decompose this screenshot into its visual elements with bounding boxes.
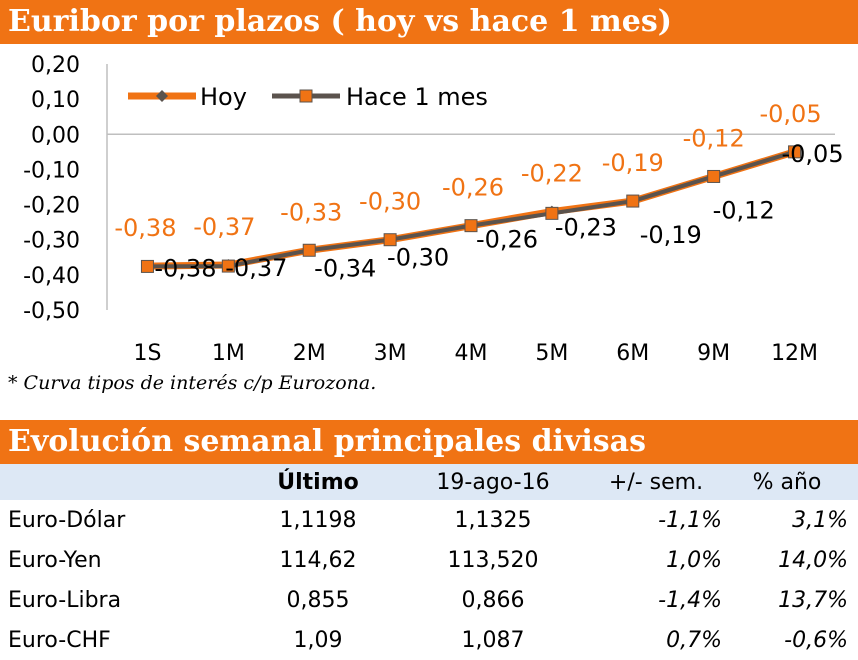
fx-last: 1,1198 <box>279 507 357 533</box>
fx-week-change: -1,4% <box>658 587 722 613</box>
series-line-hace-1-mes <box>147 149 796 269</box>
fx-prev: 113,520 <box>447 547 539 573</box>
y-tick-label: 0,10 <box>31 88 80 113</box>
fx-header-cell <box>0 464 240 500</box>
data-label-hoy: -0,12 <box>683 124 745 152</box>
fx-title: Evolución semanal principales divisas <box>0 420 858 464</box>
fx-ytd-change: 13,7% <box>778 587 848 613</box>
fx-prev: 1,087 <box>461 627 525 653</box>
x-tick-label: 1S <box>133 341 161 366</box>
fx-pair: Euro-Yen <box>8 547 102 573</box>
data-label-hace-1-mes: -0,34 <box>314 254 376 282</box>
legend-marker-hace-1-mes <box>299 89 313 103</box>
footnote: * Curva tipos de interés c/p Eurozona. <box>8 372 377 394</box>
fx-ytd-change: 3,1% <box>792 507 848 533</box>
fx-last: 0,855 <box>286 587 350 613</box>
y-tick-label: -0,40 <box>23 264 80 289</box>
marker-hace-1-mes <box>464 219 478 233</box>
data-label-hoy: -0,33 <box>280 198 342 226</box>
x-tick-label: 12M <box>771 341 818 366</box>
data-label-hace-1-mes: -0,23 <box>555 213 617 241</box>
table-row: Euro-CHF 1,09 1,087 0,7% -0,6% <box>0 620 858 660</box>
chart-title: Euribor por plazos ( hoy vs hace 1 mes) <box>0 0 858 44</box>
marker-hace-1-mes <box>545 206 559 220</box>
fx-pair: Euro-CHF <box>8 627 111 653</box>
data-label-hoy: -0,26 <box>442 174 504 202</box>
marker-hace-1-mes <box>707 169 721 183</box>
data-label-hace-1-mes: -0,37 <box>225 254 287 282</box>
fx-week-change: 0,7% <box>666 627 722 653</box>
y-tick-label: -0,30 <box>23 229 80 254</box>
data-label-hoy: -0,19 <box>602 149 664 177</box>
table-row: Euro-Libra 0,855 0,866 -1,4% 13,7% <box>0 580 858 620</box>
marker-hace-1-mes <box>788 145 802 159</box>
data-label-hoy: -0,30 <box>359 188 421 216</box>
data-label-hoy: -0,05 <box>760 100 822 128</box>
data-label-hace-1-mes: -0,12 <box>713 196 775 224</box>
marker-hace-1-mes <box>302 243 316 257</box>
data-label-hace-1-mes: -0,38 <box>154 254 216 282</box>
fx-header-row: Último 19-ago-16 +/- sem. % año <box>0 464 858 500</box>
y-tick-label: 0,20 <box>31 53 80 78</box>
fx-header-cell: % año <box>752 469 822 495</box>
fx-ytd-change: 14,0% <box>778 547 848 573</box>
x-tick-label: 6M <box>616 341 649 366</box>
table-row: Euro-Dólar 1,1198 1,1325 -1,1% 3,1% <box>0 500 858 540</box>
fx-header-cell: 19-ago-16 <box>436 469 550 495</box>
fx-pair: Euro-Dólar <box>8 507 126 533</box>
x-tick-label: 1M <box>212 341 245 366</box>
data-label-hace-1-mes: -0,05 <box>782 140 844 168</box>
y-tick-label: -0,10 <box>23 158 80 183</box>
data-label-hoy: -0,37 <box>193 213 255 241</box>
x-tick-label: 9M <box>697 341 730 366</box>
y-tick-label: 0,00 <box>31 123 80 148</box>
table-row: Euro-Yen 114,62 113,520 1,0% 14,0% <box>0 540 858 580</box>
x-tick-label: 3M <box>374 341 407 366</box>
marker-hace-1-mes <box>221 259 235 273</box>
data-label-hace-1-mes: -0,30 <box>387 244 449 272</box>
legend-label-hace-1-mes: Hace 1 mes <box>346 83 488 111</box>
legend-marker-hoy <box>156 90 168 102</box>
y-tick-label: -0,50 <box>23 299 80 324</box>
x-tick-label: 5M <box>535 341 568 366</box>
fx-table: Último 19-ago-16 +/- sem. % año Euro-Dól… <box>0 464 858 660</box>
fx-ytd-change: -0,6% <box>784 627 848 653</box>
fx-last: 1,09 <box>293 627 343 653</box>
y-tick-label: -0,20 <box>23 194 80 219</box>
fx-header-cell: +/- sem. <box>608 469 704 495</box>
fx-last: 114,62 <box>279 547 357 573</box>
legend-label-hoy: Hoy <box>200 83 247 111</box>
x-tick-label: 4M <box>455 341 488 366</box>
marker-hace-1-mes <box>383 233 397 247</box>
marker-hace-1-mes <box>140 259 154 273</box>
fx-week-change: -1,1% <box>658 507 722 533</box>
fx-prev: 0,866 <box>461 587 525 613</box>
fx-week-change: 1,0% <box>666 547 722 573</box>
marker-hace-1-mes <box>626 194 640 208</box>
x-tick-label: 2M <box>293 341 326 366</box>
data-label-hace-1-mes: -0,19 <box>640 221 702 249</box>
data-label-hoy: -0,22 <box>521 160 583 188</box>
euribor-line-chart: 0,20 0,10 0,00 -0,10 -0,20 -0,30 -0,40 -0,50 1S 1… <box>23 53 844 366</box>
fx-header-cell: Último <box>277 469 359 495</box>
data-label-hace-1-mes: -0,26 <box>476 226 538 254</box>
fx-prev: 1,1325 <box>454 507 532 533</box>
data-label-hoy: -0,38 <box>114 214 176 242</box>
fx-pair: Euro-Libra <box>8 587 122 613</box>
